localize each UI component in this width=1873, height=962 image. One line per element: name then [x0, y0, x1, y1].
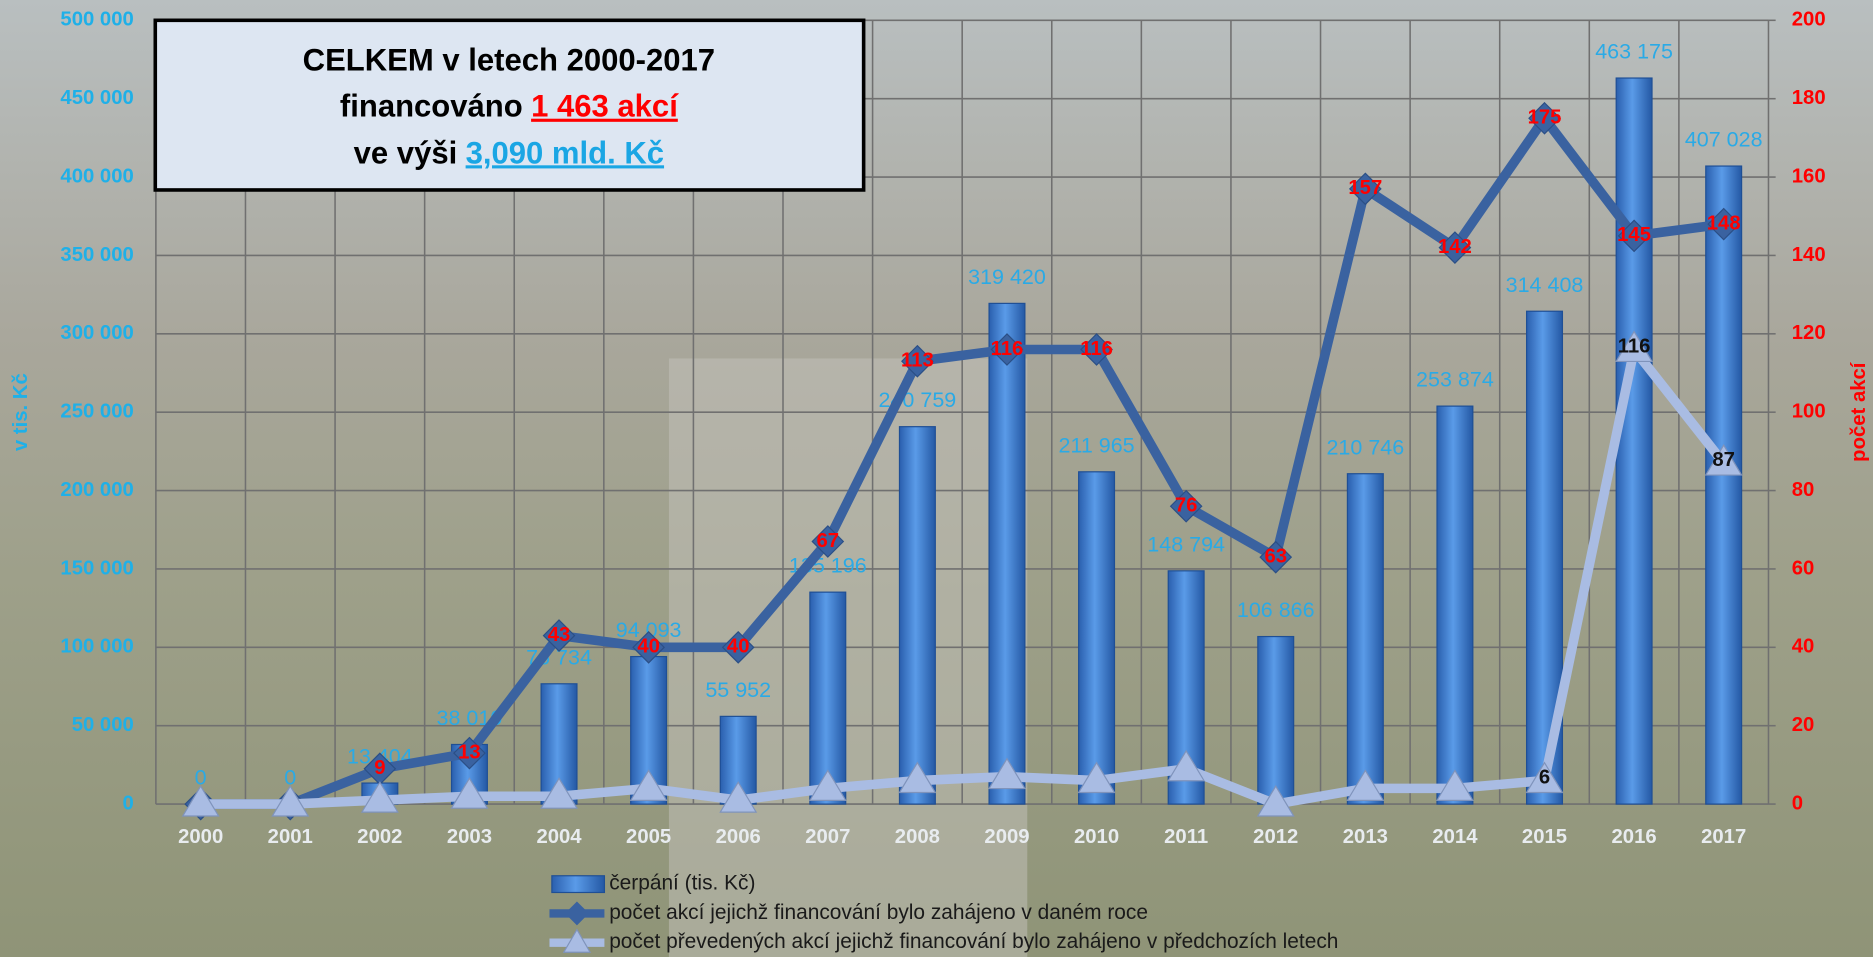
line-value-label: 9 [374, 757, 385, 779]
y-tick-label: 50 000 [72, 714, 134, 736]
y2-tick-label: 140 [1792, 244, 1826, 266]
y2-tick-label: 40 [1792, 636, 1815, 658]
bar-value-label: 314 408 [1506, 273, 1584, 297]
x-tick-label: 2002 [357, 826, 402, 848]
line-value-label: 67 [817, 530, 840, 552]
bar [1258, 637, 1294, 805]
x-tick-label: 2008 [895, 826, 940, 848]
x-tick-label: 2005 [626, 826, 671, 848]
annotation-line: CELKEM v letech 2000-2017 [303, 42, 715, 77]
line-value-label: 76 [1175, 495, 1198, 517]
bar-value-label: 210 746 [1326, 435, 1404, 459]
x-tick-label: 2004 [536, 826, 582, 848]
x-tick-label: 2015 [1522, 826, 1567, 848]
line-value-label: 87 [1712, 449, 1735, 471]
line-value-label: 40 [727, 636, 750, 658]
line-value-label: 116 [1080, 338, 1113, 360]
line-value-label: 145 [1617, 224, 1651, 246]
y2-tick-label: 60 [1792, 557, 1815, 579]
bar [1079, 472, 1115, 804]
bar-value-label: 106 866 [1237, 598, 1315, 622]
x-tick-label: 2013 [1343, 826, 1388, 848]
legend-swatch [552, 876, 605, 893]
y2-tick-label: 180 [1792, 87, 1826, 109]
bar [1706, 166, 1742, 804]
x-tick-label: 2007 [805, 826, 850, 848]
y2-tick-label: 120 [1792, 322, 1826, 344]
y-tick-label: 200 000 [60, 479, 133, 501]
line-value-label: 43 [548, 624, 571, 646]
bar-value-label: 211 965 [1059, 433, 1135, 457]
line-value-label: 116 [991, 338, 1024, 360]
x-tick-label: 2014 [1432, 826, 1478, 848]
bar-value-label: 319 420 [968, 265, 1046, 289]
line-value-label: 175 [1528, 107, 1562, 129]
annotation-text: ve výši [354, 136, 458, 171]
y2-tick-label: 0 [1792, 792, 1803, 814]
y-tick-label: 150 000 [60, 557, 133, 579]
line-value-label: 6 [1539, 767, 1550, 789]
y-tick-label: 500 000 [60, 9, 133, 31]
y-tick-label: 100 000 [60, 636, 133, 658]
annotation-highlight: 1 463 akcí [531, 89, 679, 124]
legend-label: počet převedených akcí jejichž financová… [609, 930, 1338, 953]
x-tick-label: 2003 [447, 826, 492, 848]
chart: 0013 40438 01076 73494 09355 952135 1962… [0, 0, 1873, 957]
path-photo [669, 358, 1027, 957]
bar-value-label: 55 952 [705, 678, 771, 702]
x-tick-label: 2001 [268, 826, 313, 848]
bar-value-label: 148 794 [1147, 532, 1225, 556]
bar-value-label: 463 175 [1595, 40, 1673, 64]
line-value-label: 148 [1707, 212, 1741, 234]
x-tick-label: 2000 [178, 826, 223, 848]
line-value-label: 63 [1264, 546, 1287, 568]
x-tick-label: 2016 [1612, 826, 1657, 848]
y-tick-label: 400 000 [60, 165, 133, 187]
y-tick-label: 300 000 [60, 322, 133, 344]
y2-tick-label: 160 [1792, 165, 1826, 187]
x-tick-label: 2011 [1164, 826, 1208, 848]
line-value-label: 157 [1348, 177, 1382, 199]
y-tick-label: 450 000 [60, 87, 133, 109]
y2-axis-title: počet akcí [1848, 361, 1870, 462]
y-axis-title: v tis. Kč [10, 373, 32, 451]
annotation-text: financováno [340, 89, 523, 124]
line-value-label: 13 [458, 741, 481, 763]
legend-label: počet akcí jejichž financování bylo zahá… [609, 901, 1148, 924]
line-value-label: 142 [1438, 236, 1472, 258]
y2-tick-label: 80 [1792, 479, 1815, 501]
y2-tick-label: 200 [1792, 9, 1826, 31]
x-tick-label: 2010 [1074, 826, 1119, 848]
bar [1347, 474, 1383, 804]
bar [1616, 78, 1652, 804]
x-tick-label: 2012 [1253, 826, 1298, 848]
x-tick-label: 2009 [984, 826, 1029, 848]
y-tick-label: 0 [122, 792, 133, 814]
legend-label: čerpání (tis. Kč) [609, 872, 755, 895]
annotation-highlight: 3,090 mld. Kč [466, 136, 664, 171]
x-tick-label: 2017 [1701, 826, 1746, 848]
bar [989, 303, 1025, 804]
y-tick-label: 250 000 [60, 401, 133, 423]
line-value-label: 113 [901, 350, 934, 372]
line-value-label: 116 [1618, 335, 1651, 357]
line-value-label: 40 [637, 636, 660, 658]
bar [1437, 406, 1473, 804]
y2-tick-label: 20 [1792, 714, 1815, 736]
y-tick-label: 350 000 [60, 244, 133, 266]
bar-value-label: 253 874 [1416, 368, 1494, 392]
x-tick-label: 2006 [716, 826, 761, 848]
y2-tick-label: 100 [1792, 401, 1826, 423]
bar [899, 427, 935, 804]
bar-value-label: 407 028 [1685, 128, 1763, 152]
